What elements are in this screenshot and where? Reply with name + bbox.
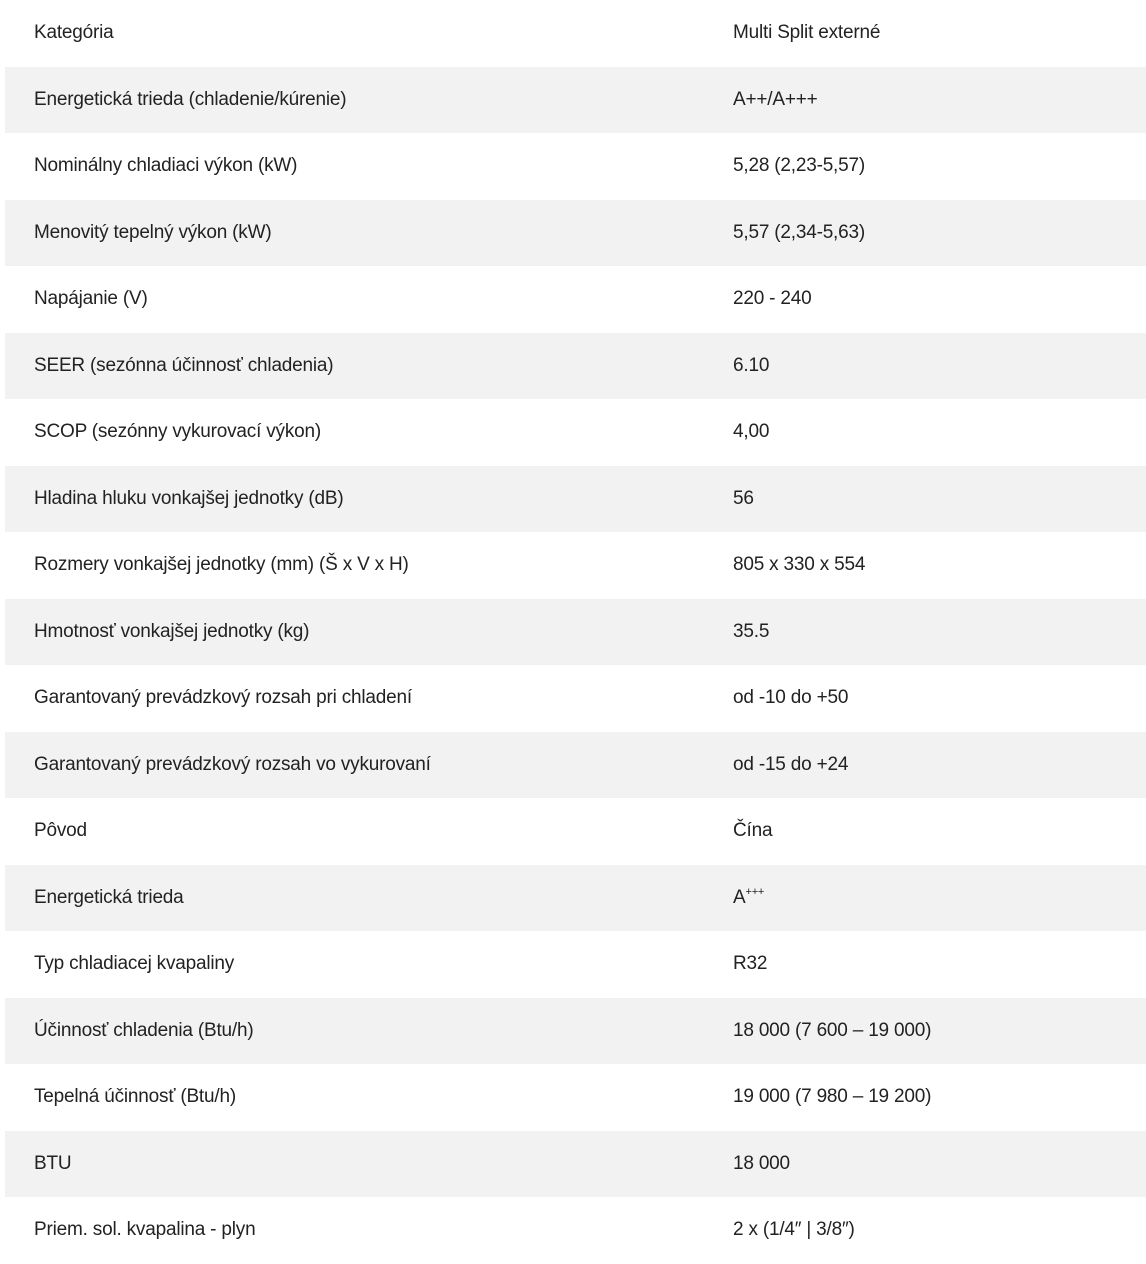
spec-row-energy-class-cool-heat: Energetická trieda (chladenie/kúrenie) A…: [5, 66, 1146, 133]
spec-row-noise-level: Hladina hluku vonkajšej jednotky (dB) 56: [5, 465, 1146, 532]
spec-value: 18 000: [733, 1152, 790, 1174]
energy-class-plus: +++: [745, 885, 765, 898]
spec-row-refrigerant: Typ chladiacej kvapaliny R32: [5, 931, 1146, 998]
spec-row-cooling-range: Garantovaný prevádzkový rozsah pri chlad…: [5, 665, 1146, 732]
spec-label: Hladina hluku vonkajšej jednotky (dB): [34, 487, 344, 509]
spec-value: 2 x (1/4″ | 3/8″): [733, 1219, 855, 1241]
spec-value: 5,57 (2,34-5,63): [733, 221, 865, 243]
spec-row-scop: SCOP (sezónny vykurovací výkon) 4,00: [5, 399, 1146, 466]
spec-label: Kategória: [34, 22, 114, 44]
spec-value: 6.10: [733, 354, 770, 376]
spec-label: Nominálny chladiaci výkon (kW): [34, 155, 298, 177]
spec-value: od -15 do +24: [733, 753, 849, 775]
spec-value: od -10 do +50: [733, 687, 849, 709]
spec-row-cooling-capacity: Nominálny chladiaci výkon (kW) 5,28 (2,2…: [5, 133, 1146, 200]
spec-row-heating-capacity: Menovitý tepelný výkon (kW) 5,57 (2,34-5…: [5, 199, 1146, 266]
spec-label: Menovitý tepelný výkon (kW): [34, 221, 272, 243]
spec-row-heating-range: Garantovaný prevádzkový rozsah vo vykuro…: [5, 731, 1146, 798]
spec-label: Pôvod: [34, 820, 87, 842]
spec-row-power-supply: Napájanie (V) 220 - 240: [5, 266, 1146, 333]
spec-value: 19 000 (7 980 – 19 200): [733, 1086, 932, 1108]
energy-class-letter: A: [733, 886, 746, 908]
spec-label: Energetická trieda (chladenie/kúrenie): [34, 88, 347, 110]
spec-label: BTU: [34, 1152, 72, 1174]
spec-value: R32: [733, 953, 768, 975]
spec-label: Garantovaný prevádzkový rozsah vo vykuro…: [34, 753, 431, 775]
spec-row-heating-efficiency: Tepelná účinnosť (Btu/h) 19 000 (7 980 –…: [5, 1064, 1146, 1131]
spec-row-seer: SEER (sezónna účinnosť chladenia) 6.10: [5, 332, 1146, 399]
spec-value: Čína: [733, 820, 773, 842]
spec-label: SEER (sezónna účinnosť chladenia): [34, 354, 334, 376]
spec-label: Rozmery vonkajšej jednotky (mm) (Š x V x…: [34, 554, 409, 576]
spec-table: Kategória Multi Split externé Energetick…: [5, 0, 1146, 1264]
spec-label: Garantovaný prevádzkový rozsah pri chlad…: [34, 687, 412, 709]
spec-value: 5,28 (2,23-5,57): [733, 155, 865, 177]
spec-value: 4,00: [733, 421, 770, 443]
spec-value: 805 x 330 x 554: [733, 554, 866, 576]
spec-row-dimensions: Rozmery vonkajšej jednotky (mm) (Š x V x…: [5, 532, 1146, 599]
spec-row-origin: Pôvod Čína: [5, 798, 1146, 865]
spec-label: Napájanie (V): [34, 288, 148, 310]
spec-label: SCOP (sezónny vykurovací výkon): [34, 421, 322, 443]
spec-label: Tepelná účinnosť (Btu/h): [34, 1086, 236, 1108]
spec-row-cooling-efficiency: Účinnosť chladenia (Btu/h) 18 000 (7 600…: [5, 997, 1146, 1064]
spec-label: Typ chladiacej kvapaliny: [34, 953, 235, 975]
spec-row-weight: Hmotnosť vonkajšej jednotky (kg) 35.5: [5, 598, 1146, 665]
spec-label: Priem. sol. kvapalina - plyn: [34, 1219, 256, 1241]
spec-row-category: Kategória Multi Split externé: [5, 0, 1146, 67]
spec-value: A+++: [733, 885, 1146, 909]
spec-row-energy-class: Energetická trieda A+++: [5, 864, 1146, 931]
spec-label: Energetická trieda: [34, 886, 184, 908]
spec-value: 18 000 (7 600 – 19 000): [733, 1019, 932, 1041]
spec-value: Multi Split externé: [733, 22, 881, 44]
spec-label: Hmotnosť vonkajšej jednotky (kg): [34, 620, 310, 642]
spec-label: Účinnosť chladenia (Btu/h): [34, 1019, 254, 1041]
spec-value: A++/A+++: [733, 88, 818, 110]
spec-row-pipe-diameter: Priem. sol. kvapalina - plyn 2 x (1/4″ |…: [5, 1197, 1146, 1264]
spec-value: 35.5: [733, 620, 770, 642]
spec-value: 220 - 240: [733, 288, 812, 310]
spec-row-btu: BTU 18 000: [5, 1130, 1146, 1197]
spec-value: 56: [733, 487, 754, 509]
